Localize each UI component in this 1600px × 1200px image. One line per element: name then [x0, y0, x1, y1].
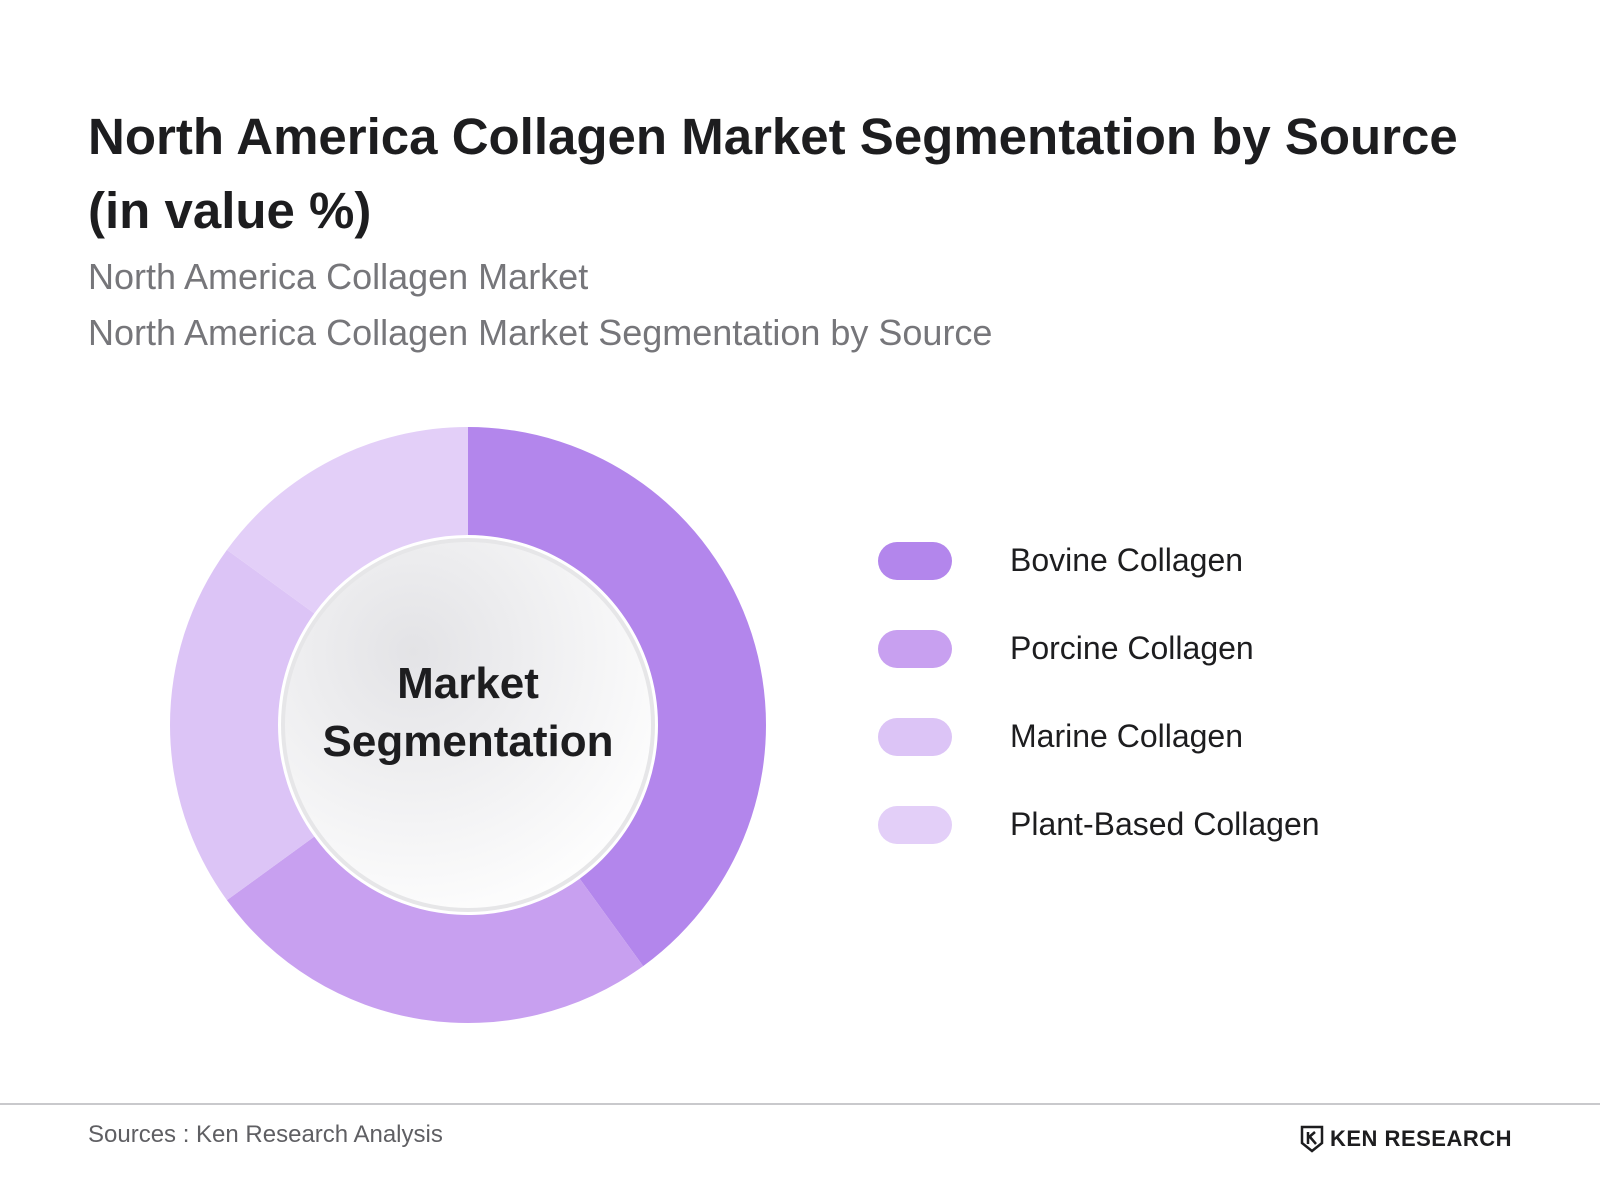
donut-slice-porcine-collagen [226, 836, 644, 1023]
legend-label-porcine-collagen: Porcine Collagen [1010, 630, 1254, 666]
ken-research-logo-text: KEN RESEARCH [1330, 1126, 1513, 1151]
donut-center-disc [285, 542, 651, 908]
legend-swatch-porcine-collagen [878, 630, 952, 668]
donut-center-label: Market Segmentation [268, 655, 668, 771]
legend-label-plant-based-collagen: Plant-Based Collagen [1010, 806, 1320, 842]
legend-swatch-marine-collagen [878, 718, 952, 756]
footer-divider [0, 1103, 1600, 1105]
center-label-line1: Market [397, 659, 539, 708]
donut-slice-marine-collagen [169, 549, 315, 901]
legend-swatch-bovine-collagen [878, 542, 952, 580]
center-label-line2: Segmentation [322, 717, 614, 766]
chart-subtitle-market: North America Collagen Market [88, 256, 589, 297]
donut-slice-plant-based-collagen [226, 427, 468, 614]
legend-swatch-plant-based-collagen [878, 806, 952, 844]
source-note: Sources : Ken Research Analysis [88, 1121, 443, 1148]
legend-item-porcine-collagen: Porcine Collagen [878, 628, 1478, 668]
legend-item-plant-based-collagen: Plant-Based Collagen [878, 804, 1478, 844]
legend-label-bovine-collagen: Bovine Collagen [1010, 542, 1244, 578]
donut-slice-bovine-collagen [468, 427, 766, 967]
chart-subtitle-segmentation: North America Collagen Market Segmentati… [88, 312, 993, 353]
ken-research-logo-icon [1300, 1125, 1324, 1153]
ken-research-logo: KEN RESEARCH [1300, 1124, 1512, 1154]
chart-title: North America Collagen Market Segmentati… [88, 108, 1458, 239]
legend-item-marine-collagen: Marine Collagen [878, 716, 1478, 756]
legend-label-marine-collagen: Marine Collagen [1010, 718, 1244, 754]
donut-slices [169, 427, 766, 1023]
legend-item-bovine-collagen: Bovine Collagen [878, 540, 1478, 580]
